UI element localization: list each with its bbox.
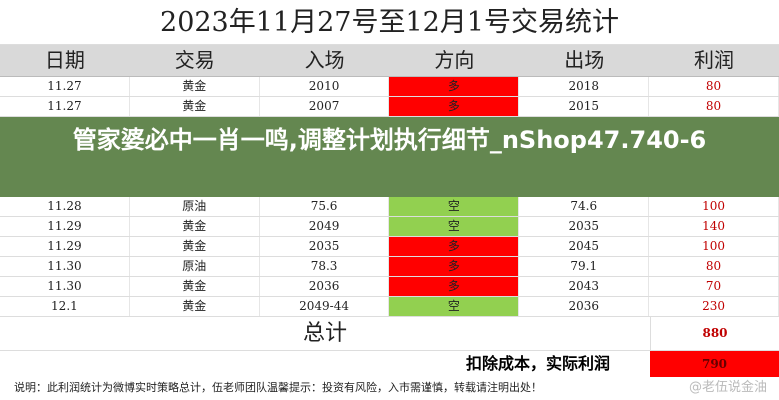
cell-date: 11.30 [0, 277, 130, 296]
table-row: 12.1 黄金 2049-44 空 2036 230 [0, 297, 779, 317]
deduction-value: 790 [650, 351, 779, 377]
table-row: 11.27 黄金 2007 多 2015 80 [0, 97, 779, 117]
cell-asset: 黄金 [130, 297, 260, 316]
total-value: 880 [650, 317, 779, 350]
cell-exit: 2018 [519, 77, 650, 96]
table-row: 11.30 黄金 2036 多 2043 70 [0, 277, 779, 297]
cell-asset: 黄金 [130, 277, 260, 296]
column-header: 方向 [434, 48, 475, 72]
cell-dir: 多 [389, 237, 520, 256]
cell-dir: 空 [389, 297, 520, 316]
cell-date: 11.27 [0, 97, 130, 116]
cell-entry: 2035 [260, 237, 390, 256]
table-header: 日期 交易 入场 方向 出场 利润 [0, 45, 779, 77]
cell-date: 11.27 [0, 77, 130, 96]
cell-pl: 70 [649, 277, 779, 296]
cell-dir: 多 [389, 97, 520, 116]
cell-entry: 2049 [260, 217, 390, 236]
cell-date: 11.30 [0, 257, 130, 276]
total-label: 总计 [302, 321, 347, 346]
table-body-continued: 11.28 原油 75.6 空 74.6 100 11.29 黄金 2049 空 2035 140 11… [0, 197, 779, 317]
cell-pl: 80 [649, 257, 779, 276]
total-row: 总计 880 [0, 317, 779, 351]
cell-pl: 80 [649, 97, 779, 116]
headline-overlay[interactable]: 管家婆必中一肖一鸣,调整计划执行细节_nShop47.740-6 [0, 117, 779, 197]
column-header: 出场 [564, 48, 605, 72]
table-row: 11.29 黄金 2035 多 2045 100 [0, 237, 779, 257]
note-text: 说明：此利润统计为微博实时策略总计，伍老师团队温馨提示：投资有风险，入市需谨慎，… [14, 381, 542, 394]
note: 说明：此利润统计为微博实时策略总计，伍老师团队温馨提示：投资有风险，入市需谨慎，… [0, 377, 779, 399]
cell-asset: 原油 [130, 257, 260, 276]
cell-pl: 100 [649, 237, 779, 256]
cell-entry: 2007 [260, 97, 390, 116]
cell-pl: 140 [649, 217, 779, 236]
cell-entry: 2049-44 [260, 297, 390, 316]
cell-exit: 2036 [519, 297, 650, 316]
cell-pl: 230 [649, 297, 779, 316]
cell-dir: 空 [389, 217, 520, 236]
cell-entry: 78.3 [260, 257, 390, 276]
column-header: 利润 [694, 48, 735, 72]
cell-exit: 79.1 [519, 257, 650, 276]
cell-entry: 2036 [260, 277, 390, 296]
cell-pl: 100 [649, 197, 779, 216]
cell-asset: 黄金 [130, 97, 260, 116]
cell-dir: 空 [389, 197, 520, 216]
cell-date: 11.29 [0, 217, 130, 236]
page-title: 2023年11月27号至12月1号交易统计 [0, 0, 779, 45]
column-header: 交易 [174, 48, 215, 72]
cell-dir: 多 [389, 277, 520, 296]
deduction-row: 扣除成本，实际利润 790 [0, 351, 779, 377]
deduction-label: 扣除成本，实际利润 [465, 354, 610, 373]
cell-exit: 2015 [519, 97, 650, 116]
watermark: @老伍说金油 [688, 380, 767, 395]
cell-date: 11.29 [0, 237, 130, 256]
cell-entry: 75.6 [260, 197, 390, 216]
column-header: 入场 [304, 48, 345, 72]
cell-date: 12.1 [0, 297, 130, 316]
table-row: 11.30 原油 78.3 多 79.1 80 [0, 257, 779, 277]
cell-pl: 80 [649, 77, 779, 96]
table-body: 11.27 黄金 2010 多 2018 80 11.27 黄金 2007 多 2015 80 [0, 77, 779, 117]
cell-dir: 多 [389, 257, 520, 276]
cell-exit: 74.6 [519, 197, 650, 216]
cell-dir: 多 [389, 77, 520, 96]
cell-asset: 原油 [130, 197, 260, 216]
cell-asset: 黄金 [130, 237, 260, 256]
cell-date: 11.28 [0, 197, 130, 216]
cell-asset: 黄金 [130, 217, 260, 236]
cell-asset: 黄金 [130, 77, 260, 96]
cell-exit: 2045 [519, 237, 650, 256]
table-row: 11.28 原油 75.6 空 74.6 100 [0, 197, 779, 217]
column-header: 日期 [44, 48, 85, 72]
cell-entry: 2010 [260, 77, 390, 96]
table-row: 11.29 黄金 2049 空 2035 140 [0, 217, 779, 237]
cell-exit: 2043 [519, 277, 650, 296]
cell-exit: 2035 [519, 217, 650, 236]
table-row: 11.27 黄金 2010 多 2018 80 [0, 77, 779, 97]
